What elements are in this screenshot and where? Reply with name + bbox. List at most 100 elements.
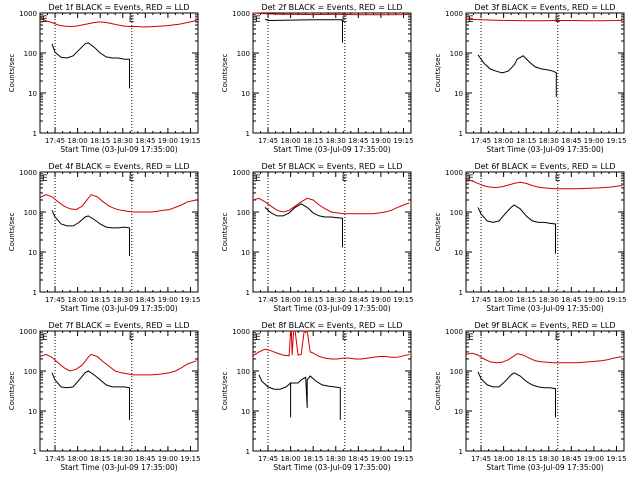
start-marker-label: E: [468, 174, 474, 184]
x-tick-label: 18:00: [494, 137, 514, 145]
events-series-line: [264, 18, 343, 43]
x-tick-label: 18:15: [90, 455, 110, 463]
x-tick-label: 18:00: [68, 296, 88, 304]
y-tick-label: 100: [24, 50, 37, 58]
end-marker-label: E: [342, 174, 348, 184]
x-tick-label: 18:15: [90, 296, 110, 304]
x-tick-label: 18:45: [348, 296, 368, 304]
x-tick-label: 17:45: [45, 137, 65, 145]
y-axis-label: Counts/sec: [221, 213, 229, 252]
y-tick-label: 1: [246, 289, 250, 297]
x-tick-label: 18:00: [494, 455, 514, 463]
x-axis-label: Start Time (03-Jul-09 17:35:00): [486, 145, 603, 154]
y-axis-label: Counts/sec: [8, 54, 16, 93]
plot-frame: [252, 171, 412, 293]
detector-plot-4: Det 4f BLACK = Events, RED = LLD 1 10 100 10…: [8, 162, 201, 313]
x-tick-label: 19:15: [393, 137, 413, 145]
x-tick-label: 18:45: [135, 296, 155, 304]
x-tick-label: 18:30: [113, 455, 133, 463]
x-tick-label: 19:00: [371, 455, 391, 463]
x-tick-label: 17:45: [471, 137, 491, 145]
plot-title: Det 9f BLACK = Events, RED = LLD: [474, 321, 615, 330]
y-axis-label: Counts/sec: [221, 372, 229, 411]
end-marker-label: E: [129, 15, 135, 25]
x-tick-label: 19:15: [180, 296, 200, 304]
y-tick-label: 1000: [19, 10, 37, 18]
plot-frame: [465, 12, 625, 134]
x-tick-label: 18:45: [348, 455, 368, 463]
y-tick-label: 1000: [232, 10, 250, 18]
y-tick-label: 10: [28, 90, 37, 98]
x-axis-label: Start Time (03-Jul-09 17:35:00): [486, 304, 603, 313]
plot-title: Det 3f BLACK = Events, RED = LLD: [474, 3, 615, 12]
x-tick-label: 18:30: [539, 455, 559, 463]
x-tick-label: 18:00: [281, 455, 301, 463]
detector-plot-5: Det 5f BLACK = Events, RED = LLD 1 10 100 10…: [221, 162, 414, 313]
x-tick-label: 19:15: [180, 137, 200, 145]
x-tick-label: 18:15: [303, 137, 323, 145]
y-tick-label: 10: [454, 249, 463, 257]
plot-title: Det 8f BLACK = Events, RED = LLD: [261, 321, 402, 330]
x-tick-label: 19:15: [180, 455, 200, 463]
detector-plot-8: Det 8f BLACK = Events, RED = LLD 1 10 100 10…: [221, 321, 414, 472]
start-marker-label: E: [255, 15, 261, 25]
y-tick-label: 100: [450, 209, 463, 217]
start-marker-label: E: [42, 174, 48, 184]
x-axis-label: Start Time (03-Jul-09 17:35:00): [60, 463, 177, 472]
x-tick-label: 18:45: [561, 296, 581, 304]
x-tick-label: 17:45: [258, 455, 278, 463]
x-tick-label: 18:30: [539, 296, 559, 304]
x-tick-label: 18:45: [561, 455, 581, 463]
x-tick-label: 19:00: [371, 296, 391, 304]
x-tick-label: 18:00: [494, 296, 514, 304]
y-tick-label: 100: [237, 209, 250, 217]
events-series-line: [51, 210, 130, 256]
x-tick-label: 17:45: [258, 137, 278, 145]
plot-frame: [39, 12, 199, 134]
y-tick-label: 100: [450, 368, 463, 376]
x-tick-label: 18:15: [303, 455, 323, 463]
y-tick-label: 1: [246, 130, 250, 138]
x-tick-label: 18:30: [539, 137, 559, 145]
plot-frame: [465, 330, 625, 452]
plot-frame: [252, 330, 412, 452]
lld-series-line: [39, 194, 197, 213]
lld-series-line: [252, 12, 410, 16]
x-tick-label: 17:45: [471, 296, 491, 304]
plot-frame: [39, 330, 199, 452]
y-tick-label: 1: [246, 448, 250, 456]
y-tick-label: 10: [241, 90, 250, 98]
x-tick-label: 19:15: [606, 137, 626, 145]
events-series-line: [264, 203, 343, 248]
plot-frame: [39, 171, 199, 293]
y-tick-label: 1: [459, 448, 463, 456]
x-tick-label: 17:45: [45, 455, 65, 463]
start-marker-label: E: [42, 333, 48, 343]
x-tick-label: 18:45: [135, 455, 155, 463]
y-tick-label: 100: [450, 50, 463, 58]
y-axis-label: Counts/sec: [8, 372, 16, 411]
y-tick-label: 1: [33, 289, 37, 297]
detector-plot-9: Det 9f BLACK = Events, RED = LLD 1 10 100 10…: [434, 321, 627, 472]
y-tick-label: 100: [24, 209, 37, 217]
lld-series-line: [465, 179, 623, 190]
x-tick-label: 17:45: [471, 455, 491, 463]
events-series-line: [477, 204, 556, 254]
x-tick-label: 19:15: [393, 455, 413, 463]
x-tick-label: 18:15: [516, 296, 536, 304]
x-axis-label: Start Time (03-Jul-09 17:35:00): [273, 463, 390, 472]
y-tick-label: 1000: [445, 328, 463, 336]
y-tick-label: 1: [33, 130, 37, 138]
y-tick-label: 1000: [232, 169, 250, 177]
x-tick-label: 19:15: [606, 455, 626, 463]
x-tick-label: 18:45: [348, 137, 368, 145]
y-tick-label: 10: [241, 249, 250, 257]
x-tick-label: 18:30: [326, 296, 346, 304]
x-tick-label: 18:15: [303, 296, 323, 304]
x-tick-label: 18:15: [516, 455, 536, 463]
x-axis-label: Start Time (03-Jul-09 17:35:00): [486, 463, 603, 472]
end-marker-label: E: [555, 333, 561, 343]
end-marker-label: E: [342, 333, 348, 343]
y-tick-label: 1000: [19, 328, 37, 336]
